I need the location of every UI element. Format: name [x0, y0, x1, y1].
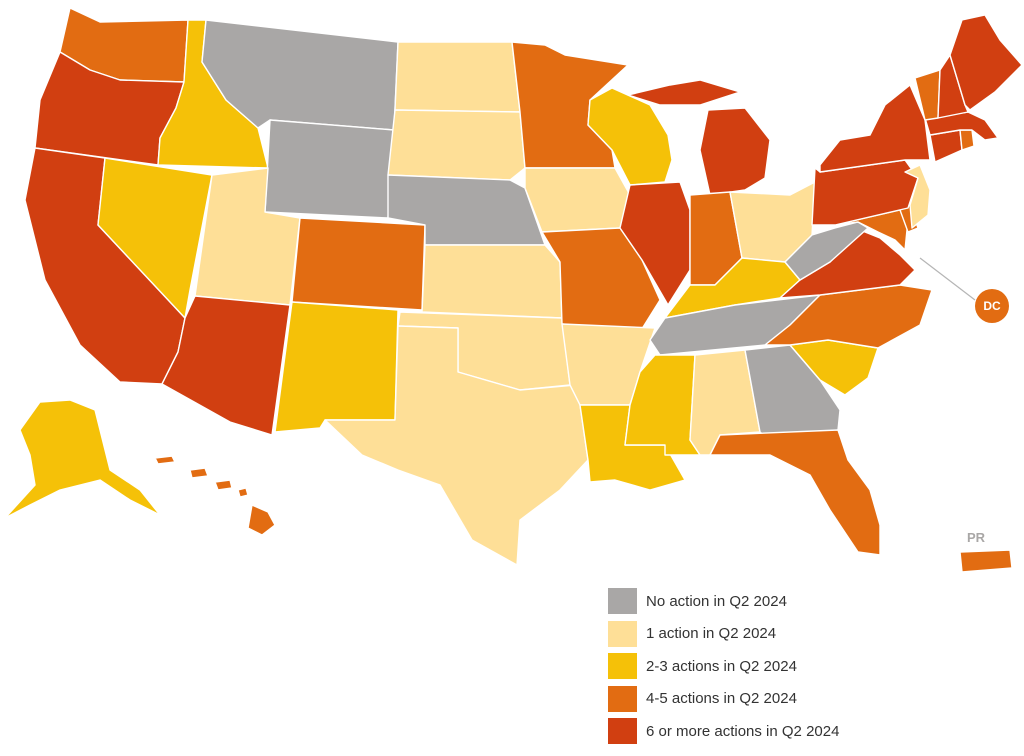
dc-marker[interactable] — [975, 289, 1009, 323]
pr-label: PR — [967, 530, 986, 545]
state-fl[interactable] — [709, 429, 881, 556]
legend-item-six-plus: 6 or more actions in Q2 2024 — [608, 718, 840, 745]
state-az[interactable] — [161, 295, 291, 436]
state-ia[interactable] — [524, 167, 631, 233]
state-il[interactable] — [619, 181, 691, 306]
state-wv[interactable] — [784, 221, 869, 281]
state-mi[interactable] — [627, 79, 771, 196]
state-ks[interactable] — [421, 244, 563, 319]
state-me[interactable] — [949, 14, 1023, 111]
legend-swatch-none — [608, 588, 637, 614]
state-nc[interactable] — [764, 284, 933, 349]
state-sd[interactable] — [387, 109, 526, 181]
legend: No action in Q2 2024 1 action in Q2 2024… — [608, 588, 839, 751]
state-ri[interactable] — [959, 129, 975, 151]
state-nv[interactable] — [97, 157, 213, 319]
state-ak[interactable] — [4, 399, 161, 519]
legend-item-four-five: 4-5 actions in Q2 2024 — [608, 685, 839, 712]
state-ny[interactable] — [819, 84, 931, 173]
state-tx[interactable] — [324, 325, 589, 566]
dc-leader-line — [919, 257, 976, 301]
state-wy[interactable] — [264, 119, 395, 219]
state-nj[interactable] — [904, 164, 931, 229]
state-nm[interactable] — [274, 301, 399, 433]
legend-label-six-plus: 6 or more actions in Q2 2024 — [646, 722, 840, 740]
legend-item-none: No action in Q2 2024 — [608, 588, 839, 614]
legend-label-two-three: 2-3 actions in Q2 2024 — [646, 657, 797, 675]
state-co[interactable] — [291, 217, 426, 311]
state-ma[interactable] — [924, 111, 999, 141]
legend-swatch-six-plus — [608, 718, 637, 745]
states-layer — [4, 7, 1023, 573]
legend-item-two-three: 2-3 actions in Q2 2024 — [608, 653, 839, 680]
legend-label-four-five: 4-5 actions in Q2 2024 — [646, 690, 797, 708]
legend-label-one: 1 action in Q2 2024 — [646, 625, 777, 643]
dc-label: DC — [983, 299, 1001, 313]
state-pr[interactable] — [959, 549, 1013, 573]
legend-swatch-one — [608, 620, 637, 647]
legend-swatch-two-three — [608, 653, 637, 680]
state-nd[interactable] — [394, 41, 521, 113]
legend-swatch-four-five — [608, 685, 637, 712]
legend-label-none: No action in Q2 2024 — [646, 592, 787, 610]
legend-item-one: 1 action in Q2 2024 — [608, 620, 839, 647]
state-hi[interactable] — [154, 455, 276, 536]
state-nh[interactable] — [937, 54, 969, 119]
